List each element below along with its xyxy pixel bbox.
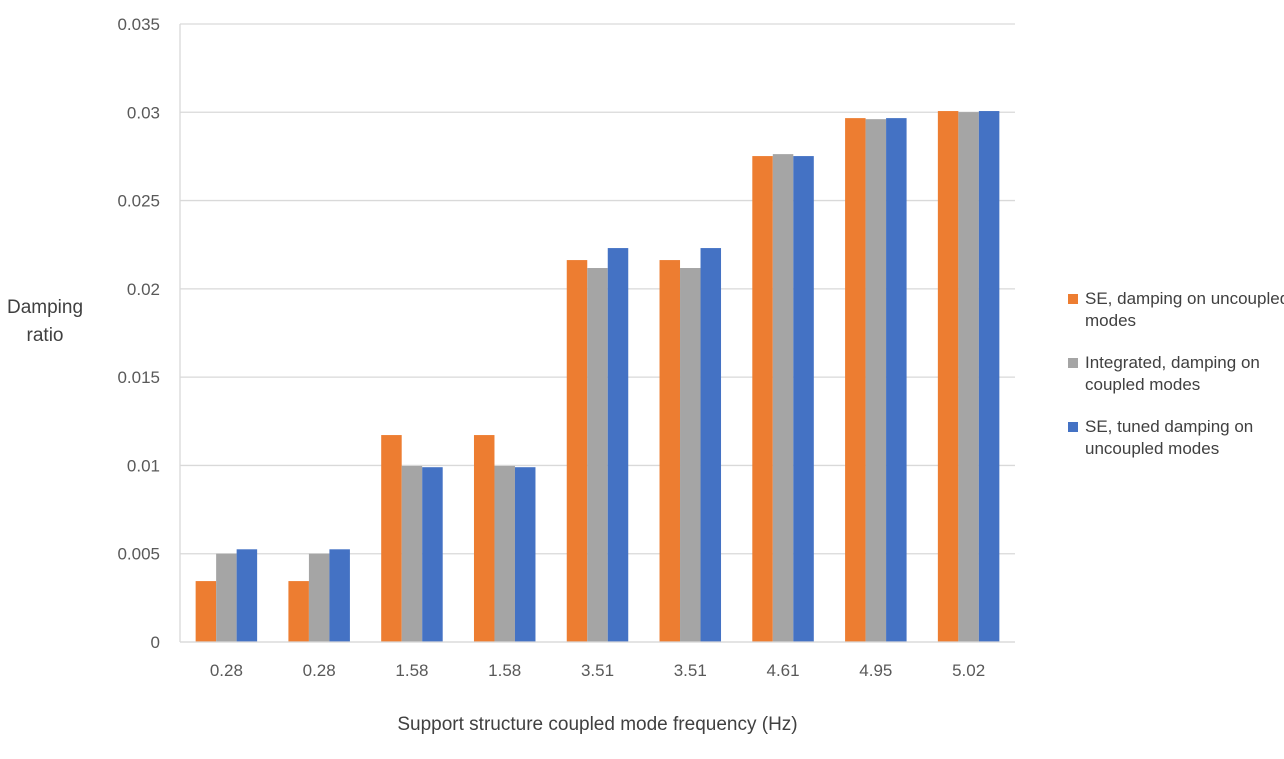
bar-integrated-damping-on-coupled-modes-3 <box>494 465 515 642</box>
bar-integrated-damping-on-coupled-modes-5 <box>680 268 701 642</box>
legend-swatch <box>1068 358 1078 368</box>
bar-se-tuned-damping-on-uncoupled-modes-2 <box>422 467 443 642</box>
bar-se-damping-on-uncoupled-modes-6 <box>752 156 773 642</box>
x-tick-label: 4.61 <box>767 661 800 680</box>
x-tick-label: 3.51 <box>581 661 614 680</box>
x-tick-label: 1.58 <box>488 661 521 680</box>
x-tick-label: 1.58 <box>395 661 428 680</box>
x-tick-label: 4.95 <box>859 661 892 680</box>
y-tick-label: 0.03 <box>127 103 160 122</box>
y-tick-label: 0.025 <box>117 192 160 211</box>
y-tick-label: 0.015 <box>117 368 160 387</box>
legend-item: SE, damping on uncoupled modes <box>1068 288 1284 332</box>
bar-se-tuned-damping-on-uncoupled-modes-0 <box>236 549 258 642</box>
x-tick-label: 3.51 <box>674 661 707 680</box>
y-tick-label: 0 <box>151 633 160 652</box>
bar-integrated-damping-on-coupled-modes-0 <box>216 553 237 642</box>
bar-se-damping-on-uncoupled-modes-1 <box>288 581 309 642</box>
bar-se-tuned-damping-on-uncoupled-modes-4 <box>607 248 629 642</box>
bar-se-tuned-damping-on-uncoupled-modes-5 <box>700 248 722 642</box>
bar-se-damping-on-uncoupled-modes-3 <box>473 435 495 642</box>
x-axis-label: Support structure coupled mode frequency… <box>397 714 798 735</box>
x-tick-label: 5.02 <box>952 661 985 680</box>
bar-se-damping-on-uncoupled-modes-8 <box>937 111 959 643</box>
x-tick-label: 0.28 <box>303 661 336 680</box>
y-tick-label: 0.02 <box>127 280 160 299</box>
bar-se-tuned-damping-on-uncoupled-modes-1 <box>329 549 350 642</box>
bar-se-tuned-damping-on-uncoupled-modes-3 <box>514 467 536 642</box>
legend: SE, damping on uncoupled modes Integrated… <box>1068 288 1284 480</box>
bar-integrated-damping-on-coupled-modes-4 <box>587 268 608 642</box>
x-tick-label: 0.28 <box>210 661 243 680</box>
y-tick-label: 0.035 <box>117 15 160 34</box>
bar-integrated-damping-on-coupled-modes-7 <box>865 119 887 642</box>
legend-swatch <box>1068 294 1078 304</box>
bar-se-damping-on-uncoupled-modes-0 <box>195 581 217 642</box>
bar-se-tuned-damping-on-uncoupled-modes-8 <box>978 111 1000 643</box>
bar-integrated-damping-on-coupled-modes-2 <box>401 465 423 642</box>
bar-se-damping-on-uncoupled-modes-7 <box>845 118 866 643</box>
legend-label: SE, damping on uncoupled modes <box>1085 289 1284 330</box>
y-tick-label: 0.005 <box>117 545 160 564</box>
bar-se-tuned-damping-on-uncoupled-modes-7 <box>886 118 907 643</box>
legend-item: Integrated, damping on coupled modes <box>1068 352 1284 396</box>
bar-se-damping-on-uncoupled-modes-5 <box>659 260 681 642</box>
y-tick-label: 0.01 <box>127 456 160 475</box>
y-axis-label: Damping ratio <box>6 297 84 346</box>
legend-item: SE, tuned damping on uncoupled modes <box>1068 416 1284 460</box>
bar-se-tuned-damping-on-uncoupled-modes-6 <box>793 156 814 642</box>
bar-integrated-damping-on-coupled-modes-1 <box>308 553 330 642</box>
bar-integrated-damping-on-coupled-modes-6 <box>772 154 794 642</box>
legend-label: SE, tuned damping on uncoupled modes <box>1085 417 1254 458</box>
legend-swatch <box>1068 422 1078 432</box>
bar-se-damping-on-uncoupled-modes-2 <box>381 435 402 642</box>
legend-label: Integrated, damping on coupled modes <box>1085 353 1260 394</box>
bar-se-damping-on-uncoupled-modes-4 <box>566 260 588 642</box>
bar-integrated-damping-on-coupled-modes-8 <box>958 112 979 643</box>
